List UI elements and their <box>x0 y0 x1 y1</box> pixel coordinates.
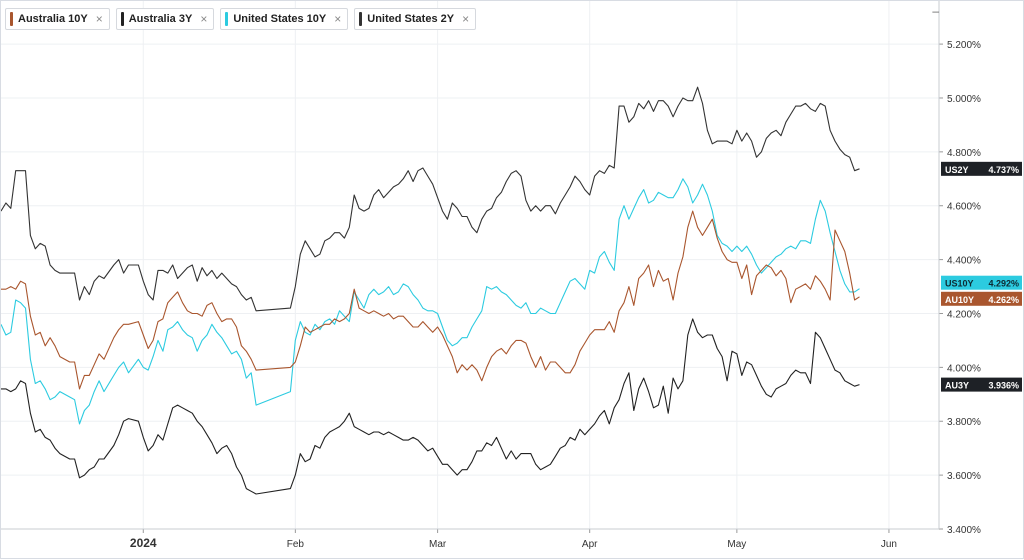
tag-background <box>941 275 1022 290</box>
y-tick-label: 4.800% <box>947 148 981 159</box>
legend-chip-australia-3y[interactable]: Australia 3Y × <box>115 8 215 30</box>
close-icon[interactable]: × <box>462 12 470 26</box>
last-value-tag-au10y: AU10Y 4.262% <box>941 291 1022 306</box>
x-tick-label: May <box>727 539 746 550</box>
tag-background <box>941 161 1022 176</box>
tag-name: AU3Y <box>945 381 969 391</box>
legend-chip-united-states-2y[interactable]: United States 2Y × <box>354 8 477 30</box>
y-tick-label: 3.600% <box>947 471 981 482</box>
series-line-us10y <box>1 178 860 425</box>
series-line-au3y <box>1 318 860 495</box>
y-tick-label: 3.800% <box>947 417 981 428</box>
y-tick-label: 4.400% <box>947 256 981 267</box>
tag-value: 4.737% <box>988 165 1019 175</box>
tag-value: 3.936% <box>988 381 1019 391</box>
tag-name: AU10Y <box>945 295 974 305</box>
menu-dot-icon[interactable]: – <box>932 4 939 18</box>
tag-name: US10Y <box>945 279 974 289</box>
x-tick-label: Apr <box>582 539 598 550</box>
legend-label: United States 10Y <box>233 13 327 25</box>
legend-label: Australia 10Y <box>18 13 88 25</box>
legend-swatch <box>120 12 124 26</box>
y-tick-label: 4.200% <box>947 309 981 320</box>
tag-value: 4.292% <box>988 279 1019 289</box>
legend-chip-united-states-10y[interactable]: United States 10Y × <box>220 8 349 30</box>
series-line-us2y <box>1 86 860 312</box>
tag-background <box>941 291 1022 306</box>
y-tick-label: 4.600% <box>947 202 981 213</box>
close-icon[interactable]: × <box>200 12 208 26</box>
y-tick-label: 5.000% <box>947 94 981 105</box>
close-icon[interactable]: × <box>334 12 342 26</box>
legend: Australia 10Y × Australia 3Y × United St… <box>5 8 477 30</box>
legend-swatch <box>359 12 363 26</box>
last-value-tag-au3y: AU3Y 3.936% <box>941 377 1022 392</box>
x-tick-label: 2024 <box>130 536 157 550</box>
x-tick-label: Feb <box>287 539 305 550</box>
legend-swatch <box>10 12 13 26</box>
y-tick-label: 5.200% <box>947 40 981 51</box>
legend-chip-australia-10y[interactable]: Australia 10Y × <box>5 8 110 30</box>
tag-background <box>941 377 1022 392</box>
series-line-au10y <box>1 210 860 390</box>
x-tick-label: Mar <box>429 539 447 550</box>
tag-name: US2Y <box>945 165 969 175</box>
last-value-tag-us2y: US2Y 4.737% <box>941 161 1022 176</box>
y-tick-label: 4.000% <box>947 363 981 374</box>
legend-label: United States 2Y <box>367 13 455 25</box>
tag-value: 4.262% <box>988 295 1019 305</box>
close-icon[interactable]: × <box>95 12 103 26</box>
legend-label: Australia 3Y <box>128 13 193 25</box>
y-tick-label: 3.400% <box>947 525 981 536</box>
x-tick-label: Jun <box>881 539 897 550</box>
legend-swatch <box>225 12 229 26</box>
last-value-tag-us10y: US10Y 4.292% <box>941 275 1022 290</box>
